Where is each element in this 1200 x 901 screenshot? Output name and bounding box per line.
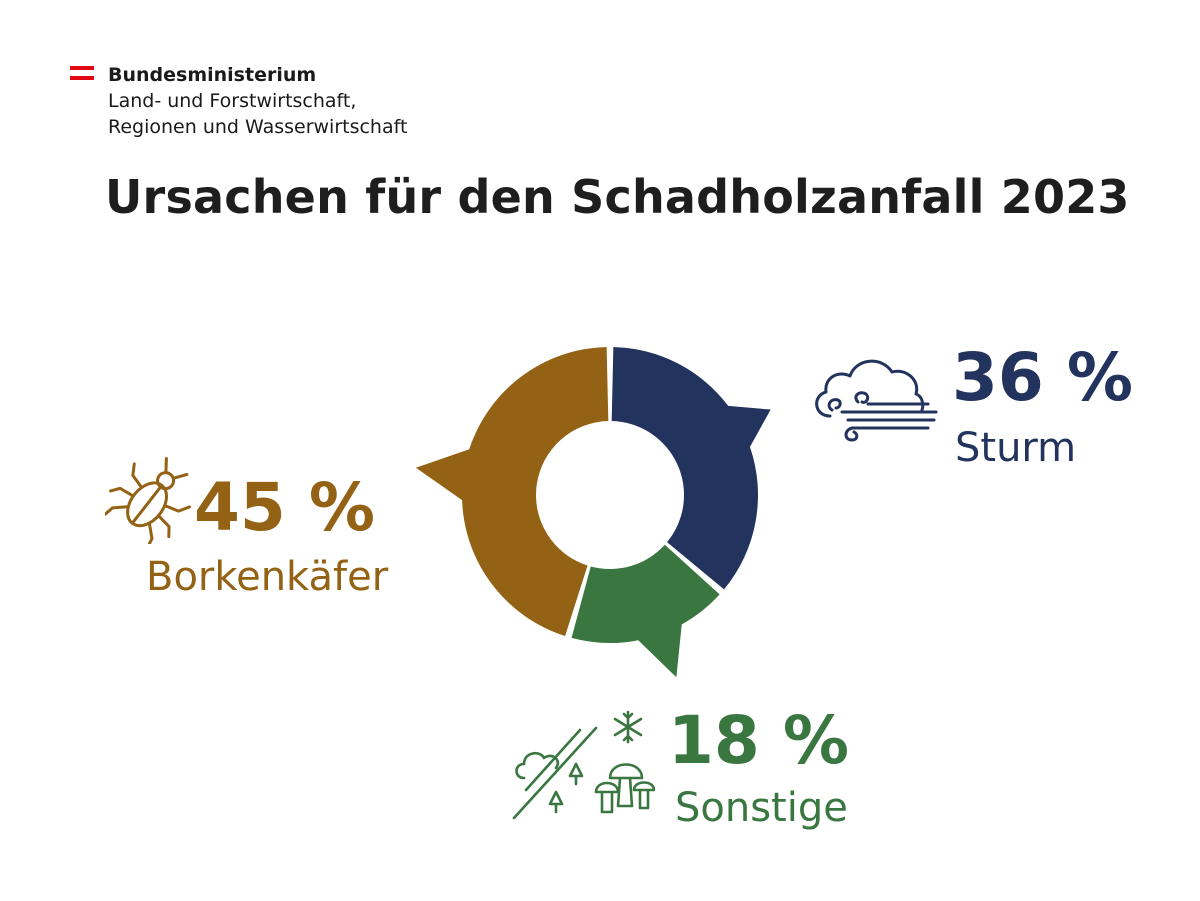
storm-wind-icon [815,359,938,442]
ministry-line-3: Regionen und Wasserwirtschaft [108,116,408,138]
chart-title: Ursachen für den Schadholzanfall 2023 [105,170,1130,224]
donut-slice-sturm [611,347,771,590]
ministry-line-1: Bundesministerium [108,64,317,86]
donut-slice-sonstige [571,544,720,678]
borkenkaefer-percent: 45 % [194,469,375,546]
ministry-line-2: Land- und Forstwirtschaft, [108,90,357,112]
ministry-name: Bundesministerium Land- und Forstwirtsch… [108,62,407,140]
donut-slice-borkenkaefer [415,347,609,637]
sturm-percent: 36 % [952,339,1133,416]
bark-beetle-icon [105,456,191,544]
borkenkaefer-label: Borkenkäfer [146,554,389,600]
austrian-flag-icon [70,66,94,80]
sonstige-label: Sonstige [675,785,848,831]
snow-mushroom-tree-icon [512,710,655,820]
sturm-label: Sturm [955,425,1077,471]
sonstige-percent: 18 % [668,702,849,779]
